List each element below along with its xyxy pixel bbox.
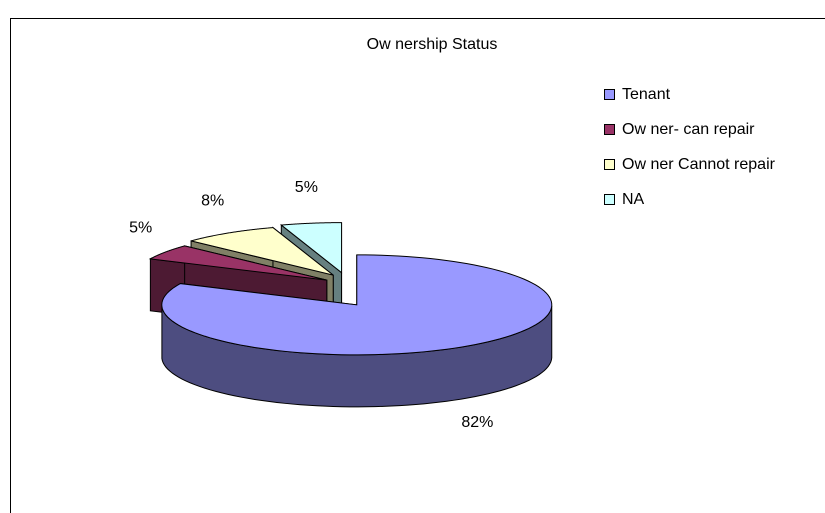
slice — [279, 222, 343, 274]
legend-swatch — [604, 159, 615, 170]
data-label: 5% — [129, 219, 152, 236]
legend-swatch — [604, 89, 615, 100]
legend-label: Ow ner Cannot repair — [622, 156, 776, 173]
slice — [148, 245, 327, 281]
slice — [161, 254, 553, 356]
legend-label: NA — [622, 191, 645, 208]
legend-swatch — [604, 124, 615, 135]
data-label: 8% — [201, 193, 224, 210]
data-label: 5% — [295, 179, 318, 196]
data-label: 82% — [461, 414, 493, 431]
legend-label: Tenant — [622, 86, 671, 103]
legend-swatch — [604, 194, 615, 205]
legend-label: Ow ner- can repair — [622, 121, 755, 138]
chart-title: Ow nership Status — [367, 36, 498, 53]
slice — [190, 227, 334, 276]
